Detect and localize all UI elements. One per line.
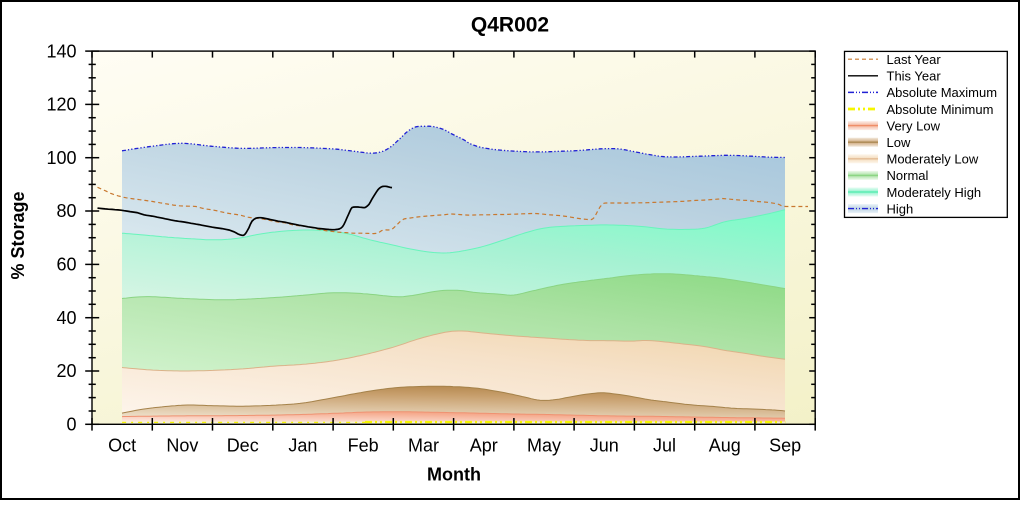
svg-text:Absolute Maximum: Absolute Maximum — [887, 85, 998, 100]
svg-text:Month: Month — [427, 464, 481, 484]
svg-text:Q4R002: Q4R002 — [471, 13, 549, 36]
svg-text:120: 120 — [46, 95, 76, 115]
svg-text:Low: Low — [887, 135, 911, 150]
svg-text:140: 140 — [46, 41, 76, 61]
svg-text:Last Year: Last Year — [887, 52, 942, 67]
svg-text:Feb: Feb — [348, 436, 379, 456]
svg-text:Jun: Jun — [590, 436, 619, 456]
svg-text:80: 80 — [56, 201, 76, 221]
svg-text:Oct: Oct — [108, 436, 136, 456]
svg-text:Jan: Jan — [288, 436, 317, 456]
svg-text:40: 40 — [56, 308, 76, 328]
svg-text:Jul: Jul — [653, 436, 676, 456]
svg-text:0: 0 — [66, 415, 76, 435]
svg-text:Normal: Normal — [887, 168, 929, 183]
svg-text:100: 100 — [46, 148, 76, 168]
svg-text:Apr: Apr — [470, 436, 498, 456]
svg-text:Absolute Minimum: Absolute Minimum — [887, 102, 994, 117]
svg-text:Very Low: Very Low — [887, 118, 941, 133]
svg-text:Nov: Nov — [166, 436, 198, 456]
svg-text:Aug: Aug — [709, 436, 741, 456]
svg-text:60: 60 — [56, 255, 76, 275]
svg-text:% Storage: % Storage — [8, 191, 28, 279]
svg-text:Moderately High: Moderately High — [887, 185, 982, 200]
svg-text:This Year: This Year — [887, 69, 942, 84]
svg-text:20: 20 — [56, 361, 76, 381]
svg-text:Sep: Sep — [769, 436, 801, 456]
svg-text:High: High — [887, 201, 914, 216]
svg-text:Dec: Dec — [227, 436, 259, 456]
svg-text:Mar: Mar — [408, 436, 439, 456]
svg-text:Moderately Low: Moderately Low — [887, 152, 979, 167]
svg-text:May: May — [527, 436, 561, 456]
